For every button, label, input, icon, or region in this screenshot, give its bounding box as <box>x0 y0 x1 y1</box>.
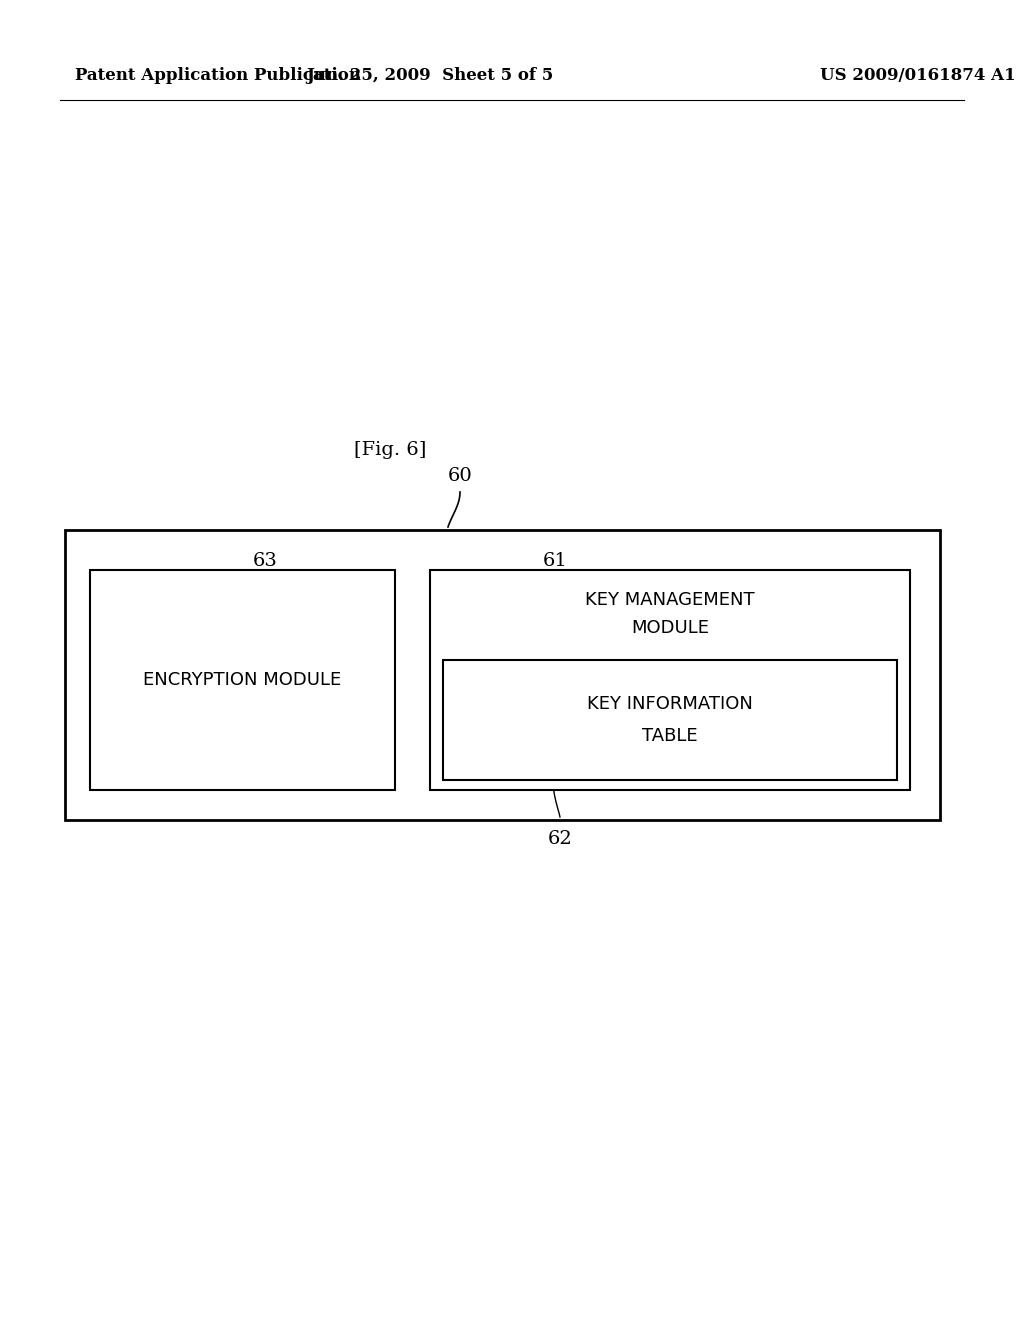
Text: [Fig. 6]: [Fig. 6] <box>354 441 426 459</box>
Text: US 2009/0161874 A1: US 2009/0161874 A1 <box>820 66 1016 83</box>
Text: KEY MANAGEMENT: KEY MANAGEMENT <box>585 591 755 609</box>
Bar <box>430 570 910 789</box>
Text: 61: 61 <box>543 552 567 570</box>
Text: ENCRYPTION MODULE: ENCRYPTION MODULE <box>143 671 342 689</box>
Text: TABLE: TABLE <box>642 727 697 744</box>
Text: Jun. 25, 2009  Sheet 5 of 5: Jun. 25, 2009 Sheet 5 of 5 <box>306 66 554 83</box>
Bar <box>90 570 395 789</box>
Text: 60: 60 <box>447 467 472 484</box>
Text: 63: 63 <box>253 552 278 570</box>
Bar <box>65 531 940 820</box>
Text: 62: 62 <box>548 830 572 847</box>
Text: KEY INFORMATION: KEY INFORMATION <box>587 696 753 713</box>
Text: Patent Application Publication: Patent Application Publication <box>75 66 360 83</box>
Bar <box>443 660 897 780</box>
Text: MODULE: MODULE <box>631 619 709 638</box>
